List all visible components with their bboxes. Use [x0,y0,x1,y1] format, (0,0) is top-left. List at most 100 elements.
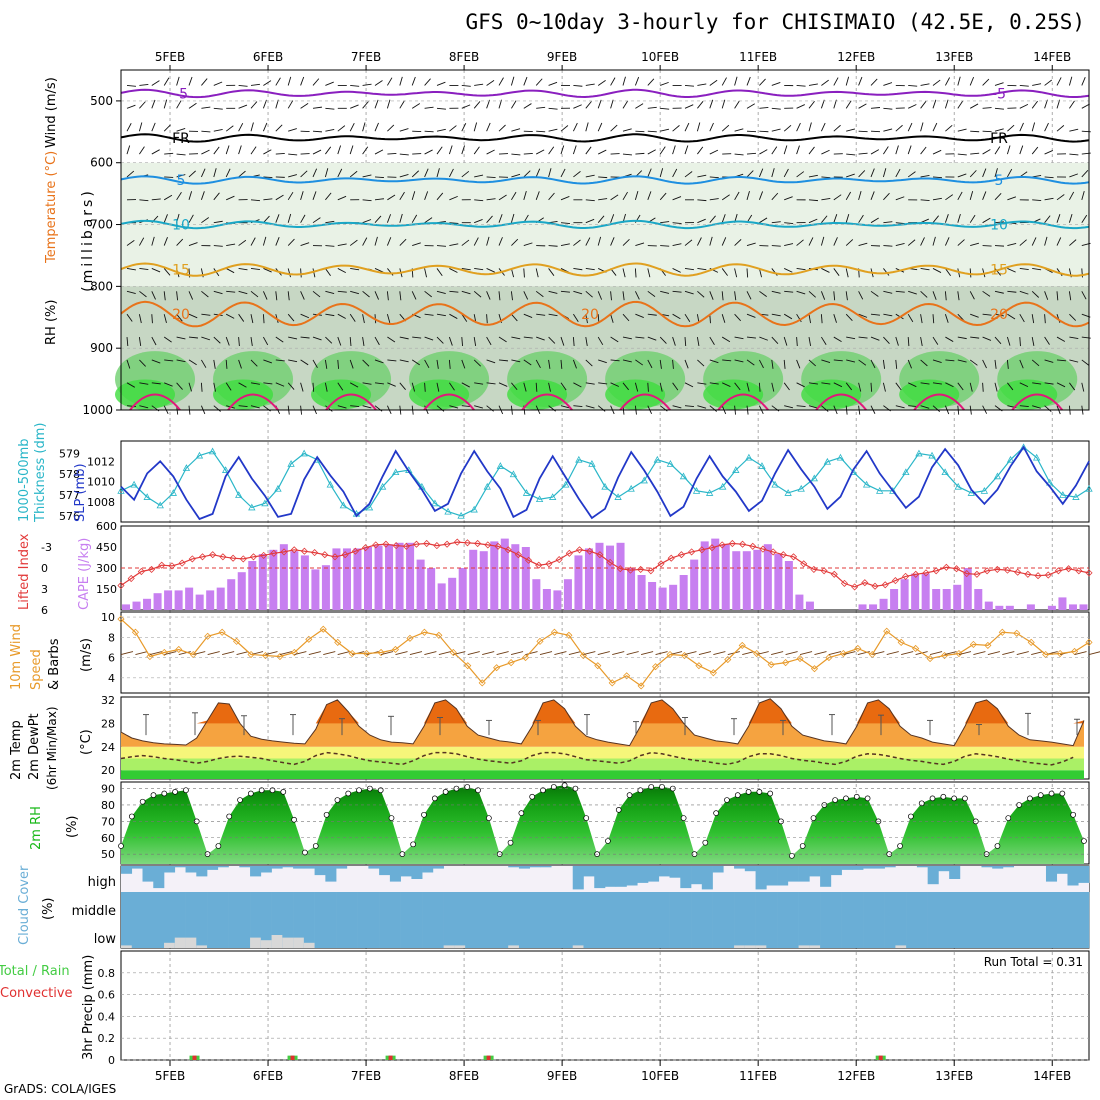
thickness-marker [365,503,374,511]
wind-barb [945,124,953,132]
wind-barb [151,291,156,300]
thickness-marker [902,468,910,476]
wind-barb [709,236,713,246]
wind-barb [970,336,980,339]
wind-speed-marker [189,650,197,659]
cloud-high-bar [432,866,444,869]
wind-barb [920,336,923,346]
wind-barb [821,197,831,201]
wind-barb [783,359,786,369]
wind-barb [151,336,157,346]
isotherm-25-contour [325,393,377,411]
wind-barb [250,336,253,347]
wind-barb [399,336,409,340]
wind-barb [585,405,595,409]
cape-bar [364,547,373,610]
wind-barb [969,382,973,392]
li-marker [647,567,655,575]
cape-bar [942,589,951,610]
wind-barb [820,314,823,324]
wind-barb [176,313,183,322]
wind-barb [945,194,953,201]
cloud-mid-bar [540,892,552,922]
wind-barb [474,83,484,86]
wind-barb [1081,382,1085,392]
precip-tick-label: 0 [108,1054,115,1067]
wind-barb [523,313,533,319]
wind-barb [697,199,707,202]
wind-barb [660,81,669,86]
cloud-low-bar [121,945,133,948]
li-marker [514,551,522,559]
precip-conv-bar [290,1055,295,1060]
wind-barb [1019,337,1021,347]
wind-barb [944,314,949,323]
li-marker [840,579,849,587]
rh-marker [799,843,806,849]
wind-barb [1007,124,1015,132]
wind-barb-10m [1016,651,1029,655]
wind-barb [176,100,182,109]
wind-barb [808,146,815,155]
wind-barb [784,222,794,224]
isotherm-label: 10 [990,218,1008,234]
wind-barb [796,85,806,87]
li-marker [361,544,370,552]
wind-barb [548,268,555,276]
rh-tick-label: 50 [101,848,115,861]
wind-barb [1069,153,1079,156]
wind-barb [436,313,446,317]
wind-barb [697,382,707,385]
wind-barb [908,405,918,408]
wind-barb [610,214,615,223]
cloud-low-fill [895,922,907,948]
wind-barb [449,195,458,201]
wind-barb [858,170,866,178]
cape-bar [374,545,383,610]
wind-barb [201,217,210,224]
wind-barb [845,239,854,246]
wind-barb [610,99,614,109]
wind-barb-10m [539,651,553,655]
wind-barb-10m [409,651,423,655]
wind-barb [746,170,754,178]
cape-bar [974,589,983,610]
wind-barb [969,291,975,300]
cloud-high-bar [744,866,756,872]
wind-barb [846,153,856,156]
wind-barb-10m [496,651,509,655]
wind-barb [945,268,952,277]
wind-barb [163,214,168,223]
li-marker [830,570,838,578]
wind-barb [536,336,545,341]
wind-barb [436,382,440,392]
wind-barb [784,196,793,201]
wind-barb [1068,291,1072,301]
wind-barb [709,215,716,223]
wind-barb [957,336,967,340]
cloud-low-fill [669,922,681,948]
cape-bar [1047,605,1056,610]
cloud-mid-bar [626,892,638,922]
cloud-mid-bar [637,892,649,922]
wind-barb-10m [799,651,813,655]
wind-barb [1068,213,1073,223]
wind-barb [920,382,930,385]
wind-barb [287,268,291,278]
wind-barb-10m [684,651,697,655]
rh-marker [529,793,536,800]
wind-barb [126,104,136,109]
thickness-marker [169,489,177,496]
rh-blob [703,379,764,410]
wind-barb [287,291,290,301]
wind-barb [672,222,682,224]
wind-barb [585,146,592,155]
li-marker [280,548,288,556]
rh-marker [421,811,427,818]
cape-bar [500,538,509,610]
wind-barb [449,382,455,391]
wind-barb [808,174,818,178]
isotherm-25-contour [717,393,769,411]
wind-barb [387,359,397,362]
thickness-marker [378,482,387,490]
